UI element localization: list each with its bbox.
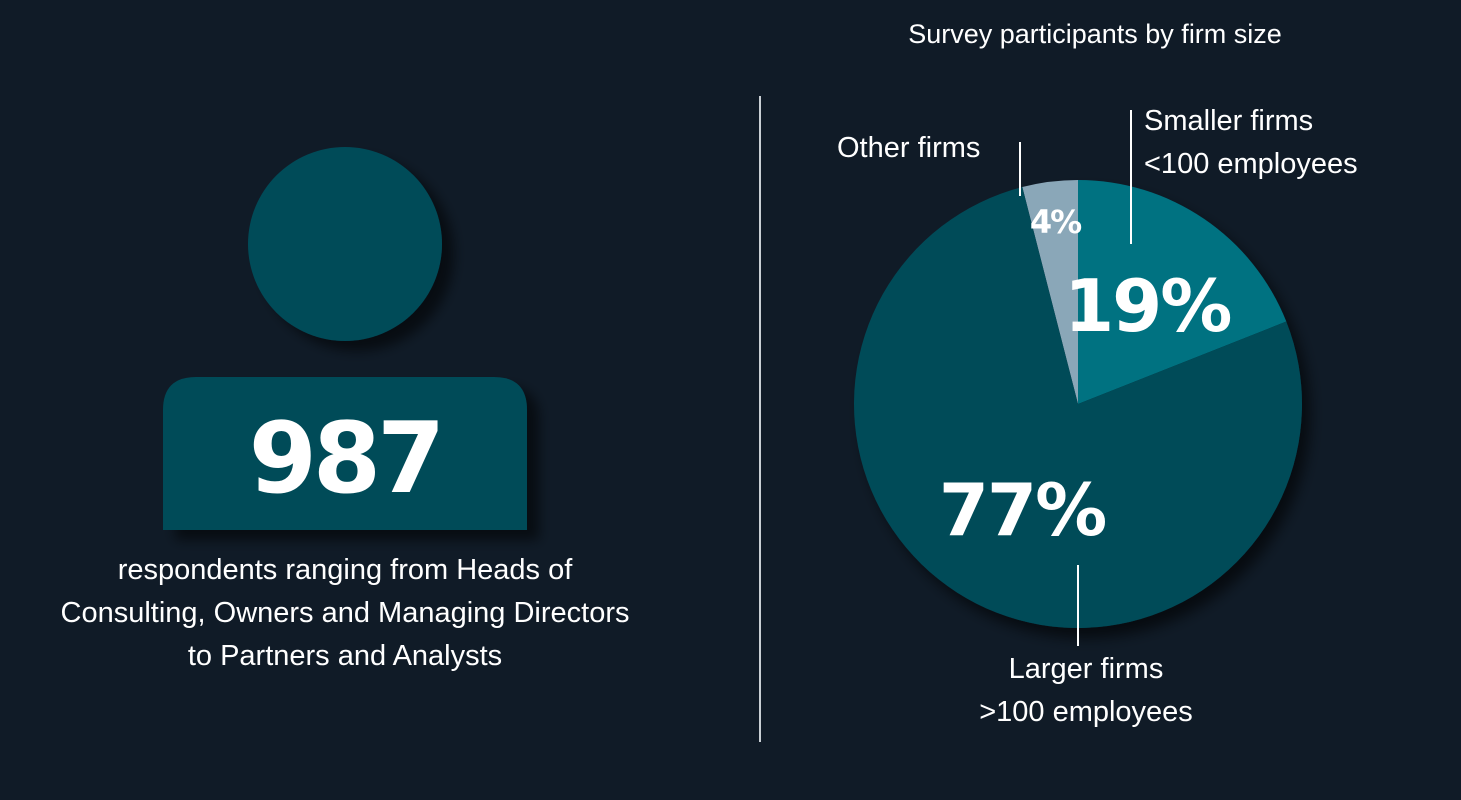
slice-label-larger: Larger firms >100 employees [960, 648, 1212, 734]
slice-label-other: Other firms [837, 127, 980, 170]
respondent-count: 987 [248, 402, 446, 516]
pie-value-label-larger: 77% [939, 468, 1105, 552]
person-head-shape [248, 147, 442, 341]
pie-value-label-smaller: 19% [1064, 264, 1230, 348]
respondent-description-line: to Partners and Analysts [187, 640, 503, 672]
slice-label-line: Smaller firms [1144, 105, 1314, 137]
respondent-description-line: Consulting, Owners and Managing Director… [60, 597, 630, 629]
chart-title: Survey participants by firm size [908, 19, 1282, 49]
slice-label-smaller: Smaller firms <100 employees [1144, 100, 1358, 186]
person-body-shape [163, 377, 527, 530]
slice-label-line: >100 employees [979, 696, 1193, 728]
respondent-description-line: respondents ranging from Heads of [117, 554, 573, 586]
slice-label-line: <100 employees [1144, 148, 1358, 180]
pie-value-label-other: 4% [1030, 203, 1082, 241]
section-divider [759, 96, 761, 742]
respondent-description: respondents ranging from Heads of Consul… [0, 549, 690, 678]
person-icon [163, 147, 527, 530]
slice-label-line: Other firms [837, 132, 981, 164]
pie-slice-larger [854, 187, 1302, 629]
slice-label-line: Larger firms [1008, 653, 1164, 685]
pie-slice-other [1022, 180, 1078, 404]
